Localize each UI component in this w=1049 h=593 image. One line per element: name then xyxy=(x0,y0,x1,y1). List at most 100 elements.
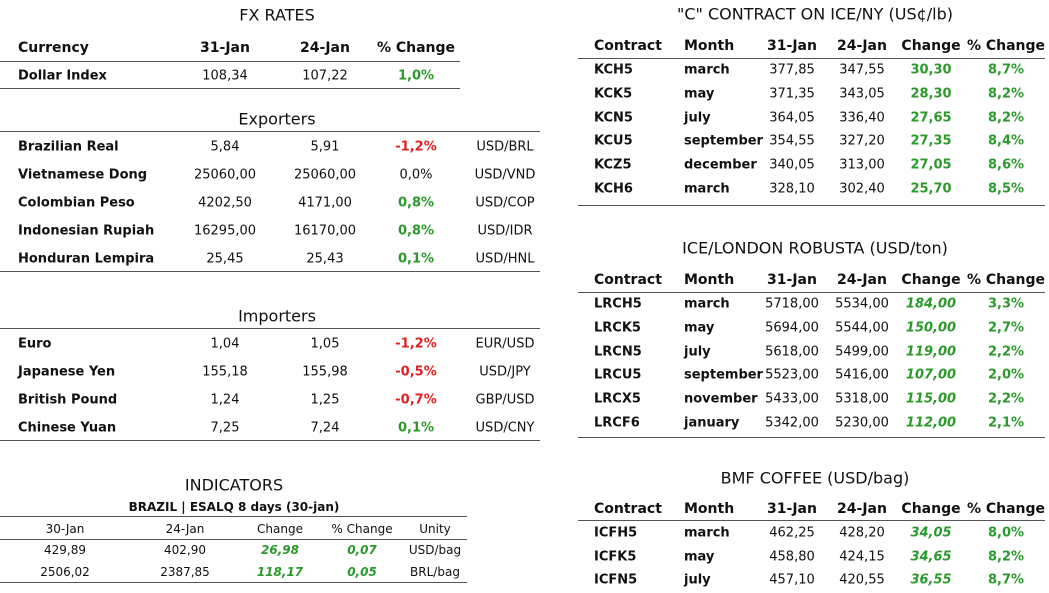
cell: 347,55 xyxy=(839,62,885,78)
cell: 27,05 xyxy=(910,157,952,173)
cell: july xyxy=(684,344,711,360)
cell: 25060,00 xyxy=(293,167,357,183)
cell: 2,0% xyxy=(987,367,1025,383)
cell: 0,8% xyxy=(397,223,435,239)
row-label: ICFK5 xyxy=(594,549,637,565)
row-label: KCH6 xyxy=(594,181,633,197)
cell: 25,45 xyxy=(206,251,244,267)
cell: 7,25 xyxy=(210,420,240,436)
cell: 25,43 xyxy=(306,251,344,267)
cell: 2,7% xyxy=(987,320,1025,336)
column-header: % Change xyxy=(331,522,393,536)
column-header: Contract xyxy=(594,38,662,54)
cell: 424,15 xyxy=(839,549,885,565)
cell: 115,00 xyxy=(905,391,957,407)
rule xyxy=(0,516,467,517)
section-title: BMF COFFEE (USD/bag) xyxy=(720,468,910,488)
cell: 184,00 xyxy=(905,296,957,312)
cell: 5416,00 xyxy=(835,367,889,383)
cell: 2,2% xyxy=(987,391,1025,407)
cell: july xyxy=(684,572,711,588)
cell: 34,65 xyxy=(910,549,952,565)
column-header: Month xyxy=(684,38,735,54)
cell: USD/HNL xyxy=(475,251,535,267)
column-header: 24-Jan xyxy=(165,522,205,536)
row-label: KCH5 xyxy=(594,62,633,78)
cell: 112,00 xyxy=(905,415,957,431)
row-label: LRCK5 xyxy=(594,320,641,336)
cell: january xyxy=(684,415,740,431)
cell: 5,84 xyxy=(210,139,240,155)
cell: 0,1% xyxy=(397,251,435,267)
cell: march xyxy=(684,296,730,312)
cell: 377,85 xyxy=(769,62,815,78)
cell: 34,05 xyxy=(910,525,952,541)
rule xyxy=(0,328,540,329)
cell: 8,2% xyxy=(987,549,1025,565)
cell: march xyxy=(684,181,730,197)
cell: USD/JPY xyxy=(479,364,531,380)
cell: 8,7% xyxy=(987,62,1025,78)
cell: EUR/USD xyxy=(475,336,535,352)
cell: BRL/bag xyxy=(410,565,460,579)
cell: december xyxy=(684,157,757,173)
cell: march xyxy=(684,525,730,541)
cell: 118,17 xyxy=(256,565,304,579)
column-header: 31-Jan xyxy=(767,272,817,288)
rule xyxy=(578,520,1045,521)
cell: 5523,00 xyxy=(765,367,819,383)
column-header: Change xyxy=(257,522,303,536)
row-label: Colombian Peso xyxy=(18,195,135,211)
rule xyxy=(578,58,1045,59)
cell: -0,7% xyxy=(395,392,437,408)
rule xyxy=(578,205,1045,206)
cell: USD/COP xyxy=(475,195,535,211)
cell: 336,40 xyxy=(839,110,885,126)
cell: 5433,00 xyxy=(765,391,819,407)
row-label: Indonesian Rupiah xyxy=(18,223,155,239)
row-label: KCK5 xyxy=(594,86,633,102)
cell: 457,10 xyxy=(769,572,815,588)
cell: 4171,00 xyxy=(298,195,352,211)
rule xyxy=(0,271,540,272)
cell: 2387,85 xyxy=(160,565,210,579)
cell: 107,00 xyxy=(905,367,957,383)
row-label: ICFH5 xyxy=(594,525,638,541)
row-label: Vietnamese Dong xyxy=(18,167,148,183)
column-header: Contract xyxy=(594,501,662,517)
cell: USD/bag xyxy=(408,543,462,557)
cell: USD/CNY xyxy=(475,420,535,436)
column-header: 31-Jan xyxy=(767,38,817,54)
cell: 5618,00 xyxy=(765,344,819,360)
cell: 4202,50 xyxy=(198,195,252,211)
cell: 458,80 xyxy=(769,549,815,565)
cell: 26,98 xyxy=(261,543,299,557)
section-title: "C" CONTRACT ON ICE/NY (US¢/lb) xyxy=(676,4,954,24)
row-label: Honduran Lempira xyxy=(18,251,155,267)
cell: 0,8% xyxy=(397,195,435,211)
column-header: Change xyxy=(901,38,961,54)
cell: 5694,00 xyxy=(765,320,819,336)
section-title: INDICATORS xyxy=(184,475,284,495)
cell: 3,3% xyxy=(987,296,1025,312)
cell: 5,91 xyxy=(310,139,340,155)
cell: 107,22 xyxy=(302,68,348,84)
cell: 155,18 xyxy=(202,364,248,380)
rule xyxy=(578,292,1045,293)
cell: 328,10 xyxy=(769,181,815,197)
cell: 302,40 xyxy=(839,181,885,197)
subtitle: BRAZIL | ESALQ 8 days (30-jan) xyxy=(128,500,340,514)
cell: 28,30 xyxy=(910,86,952,102)
column-header: 24-Jan xyxy=(300,40,350,56)
column-header: Change xyxy=(901,272,961,288)
cell: 0,0% xyxy=(399,167,433,183)
cell: july xyxy=(684,110,711,126)
row-label: KCN5 xyxy=(594,110,633,126)
column-header: % Change xyxy=(966,501,1046,517)
cell: 119,00 xyxy=(905,344,957,360)
cell: 150,00 xyxy=(905,320,957,336)
section-title: Importers xyxy=(238,306,316,326)
rule xyxy=(0,539,467,540)
cell: USD/VND xyxy=(474,167,536,183)
cell: 428,20 xyxy=(839,525,885,541)
